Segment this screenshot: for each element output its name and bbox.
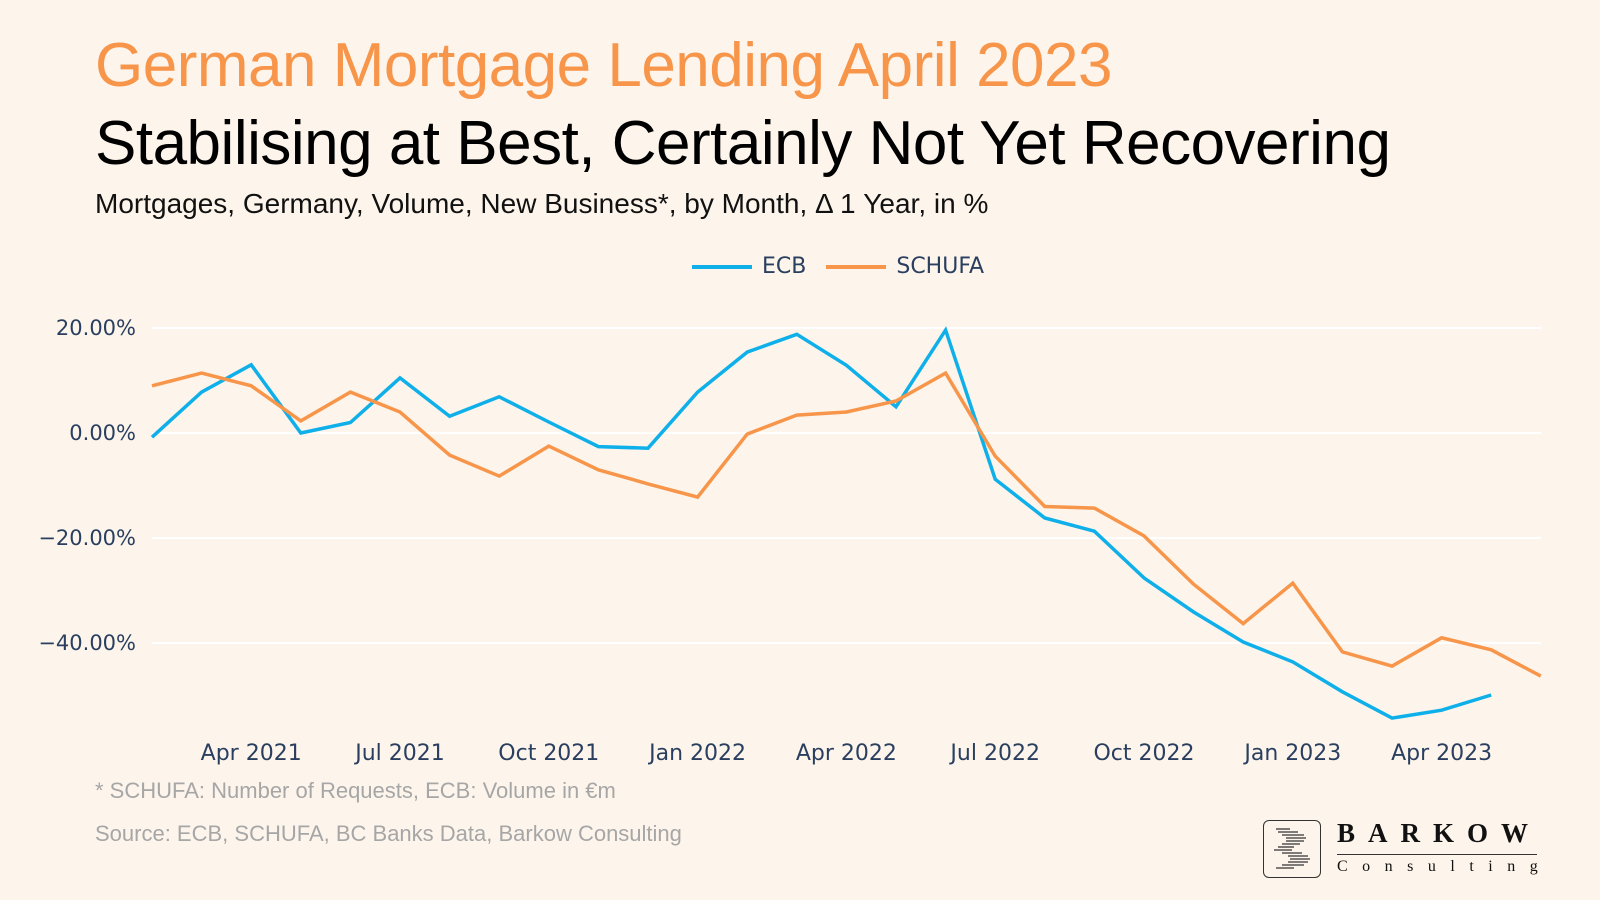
y-tick-label: −40.00% (38, 631, 136, 655)
gridlines (152, 327, 1541, 644)
legend-item-schufa[interactable]: SCHUFA (826, 254, 984, 279)
barkow-logo-mark-icon (1263, 820, 1321, 878)
legend-item-ecb[interactable]: ECB (692, 254, 806, 279)
x-tick-label: Apr 2021 (201, 741, 302, 766)
x-tick-label: Oct 2021 (498, 741, 599, 766)
barkow-logo: BARKOW Consulting (1263, 818, 1543, 880)
x-tick-label: Apr 2023 (1391, 741, 1492, 766)
legend-label-ecb: ECB (762, 254, 807, 279)
y-tick-label: −20.00% (38, 526, 136, 550)
y-axis-ticks: 20.00% 0.00% −20.00% −40.00% (38, 316, 136, 655)
series-line-ecb (150, 326, 1492, 720)
y-tick-label: 20.00% (56, 316, 136, 340)
x-tick-label: Apr 2022 (796, 741, 897, 766)
y-tick-label: 0.00% (69, 421, 136, 445)
x-tick-label: Jul 2021 (353, 741, 445, 766)
legend: ECB SCHUFA (692, 254, 1004, 279)
logo-subtitle: Consulting (1337, 858, 1553, 875)
chart-subtitle: Stabilising at Best, Certainly Not Yet R… (95, 109, 1391, 178)
data-lines (150, 326, 1542, 720)
x-tick-label: Oct 2022 (1093, 741, 1194, 766)
line-chart: 20.00% 0.00% −20.00% −40.00% Apr 2021 Jul 20… (38, 316, 1542, 766)
chart-caption: Mortgages, Germany, Volume, New Business… (95, 188, 989, 219)
footnote: * SCHUFA: Number of Requests, ECB: Volum… (95, 778, 616, 803)
ecb-line-swatch-icon (692, 264, 752, 269)
legend-label-schufa: SCHUFA (896, 254, 985, 279)
source-note: Source: ECB, SCHUFA, BC Banks Data, Bark… (95, 821, 682, 846)
logo-name: BARKOW (1337, 818, 1542, 848)
schufa-line-swatch-icon (826, 264, 887, 269)
series-line-schufa (151, 370, 1542, 678)
logo-divider (1337, 854, 1537, 855)
chart-title: German Mortgage Lending April 2023 (95, 31, 1113, 100)
x-tick-label: Jan 2022 (647, 741, 746, 766)
x-tick-label: Jan 2023 (1242, 741, 1341, 766)
x-axis-ticks: Apr 2021 Jul 2021 Oct 2021 Jan 2022 Apr 2022… (201, 741, 1492, 766)
x-tick-label: Jul 2022 (948, 741, 1040, 766)
